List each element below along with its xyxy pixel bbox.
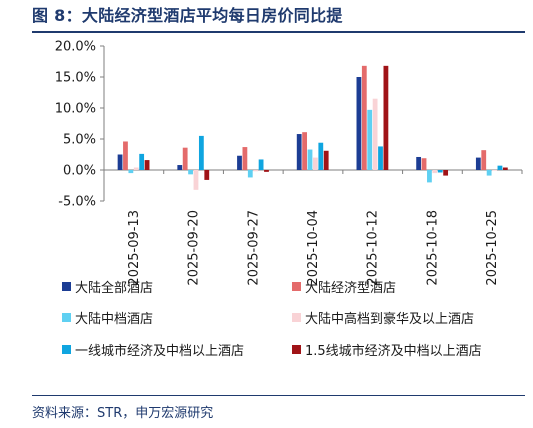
legend-item: 大陆中档酒店 bbox=[62, 308, 153, 327]
y-tick-label: 10.0% bbox=[55, 102, 96, 117]
bar bbox=[302, 132, 307, 170]
bar bbox=[416, 156, 422, 170]
y-tick-label: 0.0% bbox=[63, 164, 96, 179]
y-tick-label: 5.0% bbox=[63, 133, 96, 148]
bar bbox=[204, 170, 210, 180]
bar bbox=[361, 65, 367, 170]
bar bbox=[318, 142, 324, 170]
bar bbox=[264, 170, 269, 172]
bar bbox=[356, 77, 362, 170]
y-tick-label: 15.0% bbox=[55, 71, 96, 86]
bar bbox=[198, 135, 204, 170]
legend-item: 大陆经济型酒店 bbox=[292, 277, 396, 296]
bar bbox=[258, 159, 264, 170]
legend-label: 1.5线城市经济及中档以上酒店 bbox=[305, 344, 482, 359]
bar bbox=[182, 147, 188, 170]
x-tick-label: 2025-10-12 bbox=[366, 210, 381, 286]
bar bbox=[123, 141, 128, 170]
bar bbox=[481, 150, 487, 170]
x-tick-label: 2025-09-27 bbox=[246, 210, 261, 286]
bar bbox=[128, 170, 134, 174]
legend-label: 大陆中档酒店 bbox=[75, 312, 154, 327]
bar bbox=[432, 170, 438, 174]
legend-item: 大陆中高档到豪华及以上酒店 bbox=[292, 308, 474, 327]
bar bbox=[378, 146, 383, 170]
legend-item: 一线城市经济及中档以上酒店 bbox=[62, 340, 244, 359]
y-tick-label: -5.0% bbox=[58, 195, 96, 210]
bar bbox=[372, 98, 378, 170]
bar bbox=[427, 170, 432, 183]
legend-swatch bbox=[62, 313, 71, 322]
bar bbox=[437, 170, 443, 173]
bar bbox=[497, 165, 503, 170]
bar bbox=[502, 167, 508, 170]
legend-label: 大陆中高档到豪华及以上酒店 bbox=[305, 312, 475, 327]
x-tick-label: 2025-09-13 bbox=[127, 210, 142, 286]
bar bbox=[421, 158, 427, 170]
bar bbox=[307, 149, 313, 170]
bar bbox=[296, 134, 302, 170]
legend-label: 一线城市经济及中档以上酒店 bbox=[75, 344, 245, 359]
bar bbox=[247, 170, 253, 178]
bar bbox=[139, 153, 145, 170]
bar bbox=[144, 160, 150, 170]
legend-swatch bbox=[292, 345, 301, 354]
bar bbox=[133, 167, 139, 170]
x-tick-label: 2025-10-04 bbox=[306, 210, 321, 286]
bar bbox=[253, 170, 259, 172]
footer-divider bbox=[32, 395, 525, 396]
source-note: 资料来源：STR，申万宏源研究 bbox=[32, 406, 214, 421]
legend-label: 大陆全部酒店 bbox=[75, 281, 154, 296]
bar bbox=[383, 65, 389, 170]
bar bbox=[177, 165, 183, 170]
bar bbox=[313, 157, 318, 170]
legend-swatch bbox=[62, 282, 71, 291]
bar-chart: -5.0% 0.0% 5.0% 10.0% 15.0% 20.0% 2025-09-13 20… bbox=[55, 40, 523, 286]
header-divider bbox=[32, 31, 525, 33]
bar bbox=[193, 170, 199, 190]
chart-title: 图 8：大陆经济型酒店平均每日房价同比提 bbox=[32, 6, 343, 25]
x-tick-label: 2025-10-25 bbox=[485, 210, 500, 286]
legend-swatch bbox=[62, 345, 71, 354]
bar bbox=[475, 157, 481, 170]
bar bbox=[323, 150, 329, 170]
bar bbox=[188, 170, 193, 175]
legend-swatch bbox=[292, 282, 301, 291]
bar bbox=[492, 170, 497, 171]
bar bbox=[486, 170, 492, 176]
legend-item: 大陆全部酒店 bbox=[62, 277, 153, 296]
y-tick-label: 20.0% bbox=[55, 40, 96, 55]
bar bbox=[367, 109, 373, 170]
bar bbox=[242, 147, 248, 170]
bar bbox=[117, 154, 123, 170]
legend-item: 1.5线城市经济及中档以上酒店 bbox=[292, 340, 482, 359]
x-tick-label: 2025-09-20 bbox=[187, 210, 202, 286]
legend-label: 大陆经济型酒店 bbox=[305, 281, 397, 296]
legend-swatch bbox=[292, 313, 301, 322]
bar bbox=[443, 170, 449, 176]
x-tick-label: 2025-10-18 bbox=[425, 210, 440, 286]
bar bbox=[237, 155, 242, 170]
